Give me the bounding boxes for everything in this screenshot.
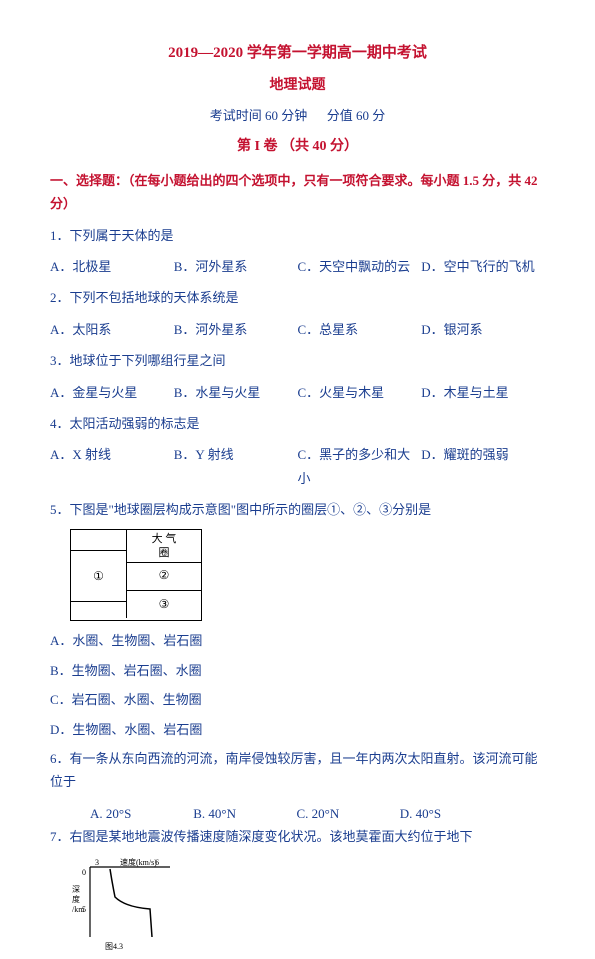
q5-text: 5．下图是"地球圈层构成示意图"图中所示的圈层①、②、③分别是 — [50, 498, 545, 521]
q6-opt-d: D. 40°S — [400, 802, 500, 825]
q2-opt-b: B．河外星系 — [174, 318, 298, 341]
q2-opt-c: C．总星系 — [298, 318, 422, 341]
q5-diagram: 大 气圈 ① ② ③ — [70, 529, 202, 621]
q4-opt-a: A．X 射线 — [50, 443, 174, 490]
q4-opt-d: D．耀斑的强弱 — [421, 443, 545, 490]
q7-ylabel-2: 度 — [72, 894, 80, 904]
q3-opt-d: D．木星与土星 — [421, 381, 545, 404]
q7-x0: 3 — [95, 858, 99, 867]
exam-info: 考试时间 60 分钟 分值 60 分 — [50, 104, 545, 127]
q7-ylabel-1: 深 — [72, 885, 80, 894]
q7-caption: 图4.3 — [105, 942, 123, 951]
q1-text: 1．下列属于天体的是 — [50, 224, 545, 247]
exam-score: 分值 60 分 — [327, 108, 386, 123]
q7-xlabel: 速度(km/s) — [120, 857, 157, 867]
q1-opt-d: D．空中飞行的飞机 — [421, 255, 545, 278]
q4-text: 4．太阳活动强弱的标志是 — [50, 412, 545, 435]
q6-opt-a: A. 20°S — [90, 802, 190, 825]
q1-opt-b: B．河外星系 — [174, 255, 298, 278]
q2-options: A．太阳系 B．河外星系 C．总星系 D．银河系 — [50, 318, 545, 341]
q3-opt-a: A．金星与火星 — [50, 381, 174, 404]
q7-diagram: 速度(km/s) 深 度 /km 3 6 0 5 图4.3 — [70, 857, 180, 952]
q6-opt-b: B. 40°N — [193, 802, 293, 825]
q6-text: 6．有一条从东向西流的河流，南岸侵蚀较厉害，且一年内两次太阳直射。该河流可能位于 — [50, 747, 545, 794]
q4-opt-b: B．Y 射线 — [174, 443, 298, 490]
q2-opt-d: D．银河系 — [421, 318, 545, 341]
q5-circle1: ① — [71, 550, 126, 602]
exam-time: 考试时间 60 分钟 — [210, 108, 308, 123]
q3-options: A．金星与火星 B．水星与火星 C．火星与木星 D．木星与土星 — [50, 381, 545, 404]
q7-text: 7．右图是某地地震波传播速度随深度变化状况。该地莫霍面大约位于地下 — [50, 825, 545, 848]
q5-opt-d: D．生物圈、水圈、岩石圈 — [50, 718, 545, 741]
q1-opt-a: A．北极星 — [50, 255, 174, 278]
q5-opt-c: C．岩石圈、水圈、生物圈 — [50, 688, 545, 711]
q5-circle3: ③ — [126, 590, 201, 618]
q1-opt-c: C．天空中飘动的云 — [298, 255, 422, 278]
q5-opt-a: A．水圈、生物圈、岩石圈 — [50, 629, 545, 652]
q4-options: A．X 射线 B．Y 射线 C．黑子的多少和大小 D．耀斑的强弱 — [50, 443, 545, 490]
q5-opt-b: B．生物圈、岩石圈、水圈 — [50, 659, 545, 682]
q3-opt-c: C．火星与木星 — [298, 381, 422, 404]
section-header: 第 I 卷 （共 40 分） — [50, 134, 545, 159]
q7-y1: 5 — [82, 905, 86, 914]
q2-opt-a: A．太阳系 — [50, 318, 174, 341]
subtitle: 地理试题 — [50, 73, 545, 98]
q3-opt-b: B．水星与火星 — [174, 381, 298, 404]
q5-circle2: ② — [126, 560, 201, 591]
q1-options: A．北极星 B．河外星系 C．天空中飘动的云 D．空中飞行的飞机 — [50, 255, 545, 278]
q3-text: 3．地球位于下列哪组行星之间 — [50, 349, 545, 372]
q6-opt-c: C. 20°N — [297, 802, 397, 825]
q7-x1: 6 — [155, 858, 159, 867]
q5-options: A．水圈、生物圈、岩石圈 B．生物圈、岩石圈、水圈 C．岩石圈、水圈、生物圈 D… — [50, 629, 545, 741]
q4-opt-c: C．黑子的多少和大小 — [298, 443, 422, 490]
q6-options: A. 20°S B. 40°N C. 20°N D. 40°S — [90, 802, 545, 825]
main-title: 2019—2020 学年第一学期高一期中考试 — [50, 40, 545, 67]
q5-atmo-label: 大 气圈 — [126, 530, 201, 563]
instructions: 一、选择题：（在每小题给出的四个选项中，只有一项符合要求。每小题 1.5 分，共… — [50, 169, 545, 216]
q7-y0: 0 — [82, 868, 86, 877]
q2-text: 2．下列不包括地球的天体系统是 — [50, 286, 545, 309]
